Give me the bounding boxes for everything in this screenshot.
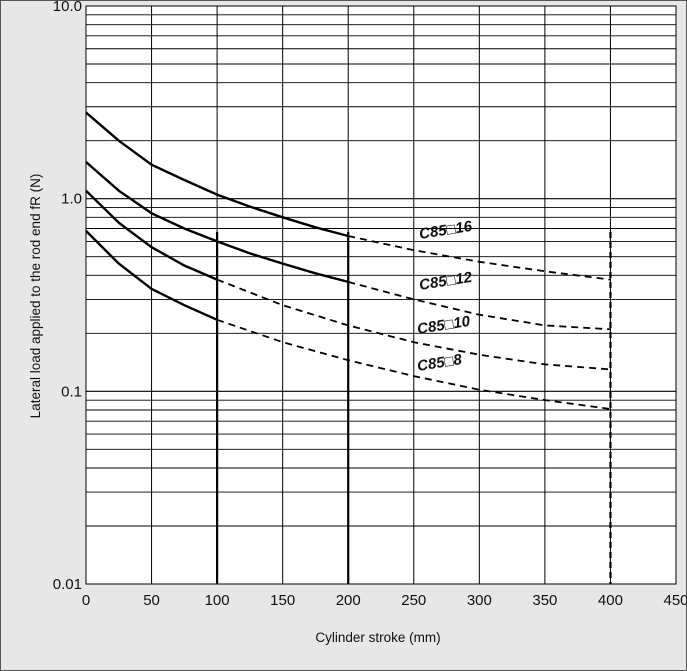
- x-tick-label: 400: [598, 592, 623, 609]
- x-tick-label: 450: [663, 592, 687, 609]
- y-axis-ticks: 0.01 0.1 1.0 10.0: [53, 0, 82, 593]
- series-lines: [85, 111, 611, 410]
- y-tick-label: 1.0: [61, 191, 82, 208]
- series-line-solid-0: [85, 111, 349, 238]
- series-line-dashed-0: [348, 235, 611, 281]
- plot-area: [85, 5, 677, 585]
- x-tick-label: 50: [143, 592, 160, 609]
- grid: [86, 6, 676, 584]
- series-line-solid-2: [85, 189, 218, 281]
- y-tick-label: 10.0: [53, 0, 82, 15]
- y-axis-title: Lateral load applied to the rod end fR (…: [28, 174, 43, 419]
- series-label-3: C85□8: [416, 351, 464, 375]
- y-tick-label: 0.01: [53, 576, 82, 593]
- y-tick-label: 0.1: [61, 383, 82, 400]
- x-tick-label: 350: [532, 592, 557, 609]
- x-tick-label: 0: [82, 592, 90, 609]
- series-line-dashed-1: [347, 281, 611, 331]
- x-tick-label: 250: [401, 592, 426, 609]
- x-axis-title: Cylinder stroke (mm): [315, 630, 440, 645]
- series-line-dashed-2: [216, 278, 611, 371]
- series-line-dashed-3: [216, 318, 611, 410]
- x-tick-label: 150: [270, 592, 295, 609]
- x-axis-ticks: 0 50 100 150 200 250 300 350 400 450: [82, 592, 687, 609]
- series-line-solid-3: [85, 230, 218, 321]
- x-tick-label: 300: [467, 592, 492, 609]
- stroke-limit-markers: [216, 232, 612, 584]
- x-tick-label: 100: [205, 592, 230, 609]
- x-tick-label: 200: [336, 592, 361, 609]
- series-line-solid-1: [85, 161, 349, 284]
